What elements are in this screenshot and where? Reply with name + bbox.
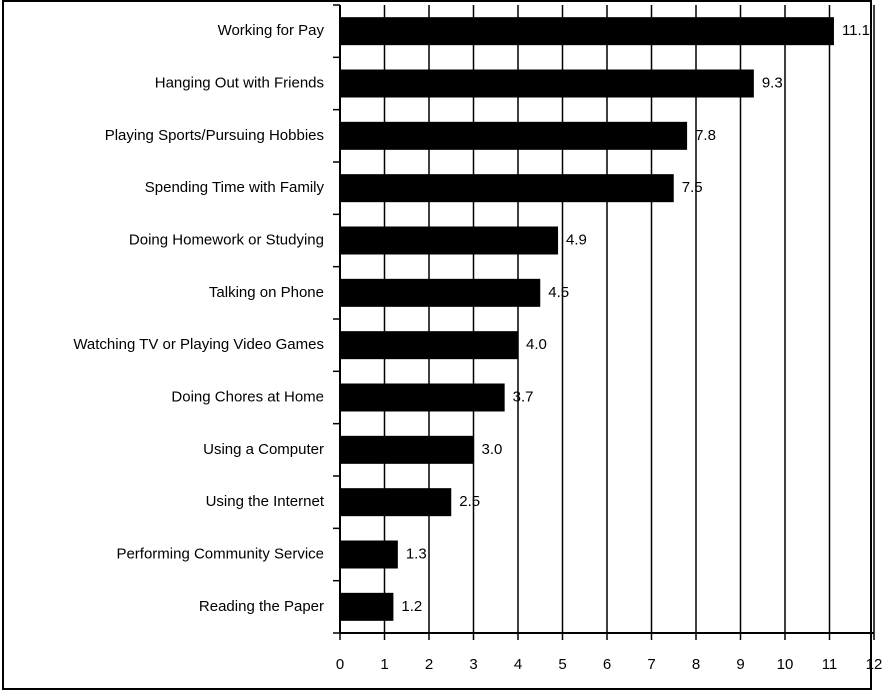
y-tick-label: Using the Internet (206, 493, 325, 510)
bar (340, 592, 394, 621)
x-tick-label: 3 (469, 656, 477, 673)
y-tick-label: Using a Computer (203, 441, 324, 458)
value-label: 1.3 (406, 545, 427, 562)
y-tick-label: Working for Pay (218, 22, 325, 39)
bar (340, 540, 398, 569)
value-label: 1.2 (401, 598, 422, 615)
x-tick-label: 5 (558, 656, 566, 673)
bar (340, 383, 505, 412)
y-tick-label: Reading the Paper (199, 598, 324, 615)
x-tick-label: 12 (866, 656, 883, 673)
bar (340, 331, 518, 360)
bar (340, 488, 452, 517)
x-tick-label: 6 (603, 656, 611, 673)
bar (340, 435, 474, 464)
y-tick-label: Doing Homework or Studying (129, 231, 324, 248)
y-tick-label: Talking on Phone (209, 284, 324, 301)
value-label: 4.9 (566, 231, 587, 248)
value-label: 4.0 (526, 336, 547, 353)
x-tick-label: 1 (380, 656, 388, 673)
frame (2, 0, 872, 690)
x-tick-label: 7 (647, 656, 655, 673)
x-tick-label: 4 (514, 656, 522, 673)
value-label: 7.5 (682, 179, 703, 196)
y-tick-label: Hanging Out with Friends (155, 74, 324, 91)
value-label: 9.3 (762, 74, 783, 91)
value-label: 11.1 (842, 22, 870, 39)
value-label: 7.8 (695, 127, 716, 144)
x-tick-label: 8 (692, 656, 700, 673)
y-tick-label: Watching TV or Playing Video Games (73, 336, 324, 353)
y-tick-label: Performing Community Service (116, 545, 324, 562)
value-label: 4.5 (548, 284, 569, 301)
x-tick-label: 0 (336, 656, 344, 673)
bar (340, 226, 559, 255)
bar (340, 121, 688, 150)
x-tick-label: 9 (736, 656, 744, 673)
bar (340, 278, 541, 307)
value-label: 3.7 (513, 388, 534, 405)
bar (340, 17, 834, 46)
y-tick-label: Doing Chores at Home (171, 388, 324, 405)
value-label: 3.0 (482, 441, 503, 458)
x-tick-label: 11 (822, 656, 838, 673)
bar (340, 69, 754, 98)
value-label: 2.5 (459, 493, 480, 510)
y-tick-label: Playing Sports/Pursuing Hobbies (105, 127, 324, 144)
bar (340, 174, 674, 203)
y-tick-label: Spending Time with Family (145, 179, 325, 196)
x-tick-label: 10 (777, 656, 794, 673)
x-tick-label: 2 (425, 656, 433, 673)
